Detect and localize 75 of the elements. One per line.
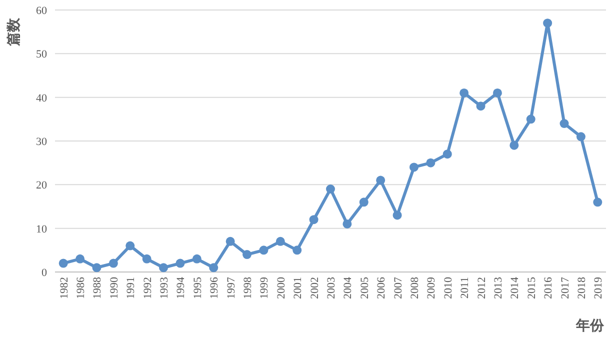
y-axis-title: 篇数 bbox=[6, 17, 22, 47]
point bbox=[176, 258, 185, 268]
point bbox=[209, 263, 218, 272]
y-tick-label: 20 bbox=[36, 180, 48, 192]
y-tick-label: 0 bbox=[42, 267, 48, 279]
point bbox=[309, 215, 318, 224]
x-tick-label: 2011 bbox=[459, 277, 472, 299]
x-tick-label: 2014 bbox=[509, 276, 522, 299]
point bbox=[142, 254, 152, 264]
point bbox=[108, 258, 118, 268]
y-tick-label: 40 bbox=[36, 92, 48, 104]
point bbox=[259, 246, 268, 255]
x-tick-label: 1994 bbox=[175, 276, 188, 299]
point bbox=[242, 250, 252, 260]
point bbox=[126, 241, 135, 250]
point bbox=[593, 198, 602, 207]
x-tick-label: 2001 bbox=[292, 277, 304, 299]
x-tick-label: 1988 bbox=[92, 276, 104, 299]
point bbox=[376, 176, 386, 185]
point bbox=[92, 263, 102, 272]
x-tick-label: 2002 bbox=[308, 277, 321, 299]
point bbox=[526, 114, 536, 124]
x-tick-label: 2018 bbox=[576, 276, 588, 299]
x-tick-label: 2009 bbox=[426, 276, 438, 299]
y-tick-label: 30 bbox=[36, 136, 48, 148]
x-tick-label: 1993 bbox=[158, 276, 171, 299]
x-tick-label: 1995 bbox=[192, 276, 204, 299]
x-tick-label: 1992 bbox=[142, 277, 154, 299]
y-tick-label: 60 bbox=[36, 5, 48, 17]
point bbox=[426, 158, 436, 168]
point bbox=[510, 140, 519, 150]
point bbox=[409, 162, 418, 172]
x-tick-label: 2015 bbox=[526, 276, 538, 299]
point bbox=[492, 88, 502, 98]
point bbox=[326, 184, 335, 194]
point bbox=[226, 236, 235, 246]
point bbox=[192, 254, 202, 264]
y-tick-label: 50 bbox=[36, 48, 48, 61]
x-tick-label: 2004 bbox=[342, 276, 354, 299]
x-tick-label: 1982 bbox=[58, 277, 70, 299]
x-axis-title: 年份 bbox=[575, 318, 605, 334]
point bbox=[392, 210, 402, 220]
x-tick-label: 1990 bbox=[108, 276, 120, 299]
y-tick-label: 10 bbox=[36, 223, 48, 236]
x-tick-label: 2019 bbox=[592, 276, 605, 299]
point bbox=[476, 102, 486, 111]
x-tick-label: 2005 bbox=[358, 276, 371, 299]
x-tick-label: 2017 bbox=[559, 276, 572, 299]
point bbox=[76, 254, 85, 264]
x-tick-label: 1991 bbox=[125, 277, 138, 299]
point bbox=[460, 88, 469, 98]
point bbox=[576, 132, 586, 142]
x-tick-label: 2016 bbox=[542, 276, 555, 299]
point bbox=[58, 258, 68, 268]
x-tick-label: 1999 bbox=[258, 276, 271, 299]
x-tick-label: 1986 bbox=[75, 276, 88, 299]
x-tick-label: 2010 bbox=[442, 276, 454, 299]
x-tick-label: 1996 bbox=[208, 276, 221, 299]
point bbox=[442, 150, 452, 159]
x-tick-label: 2006 bbox=[376, 276, 388, 299]
x-tick-label: 1998 bbox=[242, 276, 254, 299]
point bbox=[276, 236, 285, 246]
x-tick-label: 2003 bbox=[326, 276, 338, 299]
x-tick-label: 2007 bbox=[392, 276, 404, 299]
point bbox=[292, 246, 302, 255]
x-tick-label: 1997 bbox=[225, 276, 238, 299]
point bbox=[342, 219, 352, 228]
x-tick-label: 2000 bbox=[275, 276, 288, 299]
x-tick-label: 2012 bbox=[476, 277, 488, 299]
point bbox=[359, 198, 368, 207]
point bbox=[543, 18, 552, 28]
x-tick-label: 2008 bbox=[408, 276, 421, 299]
x-tick-label: 2013 bbox=[492, 276, 504, 299]
point bbox=[159, 263, 168, 272]
point bbox=[560, 119, 569, 128]
